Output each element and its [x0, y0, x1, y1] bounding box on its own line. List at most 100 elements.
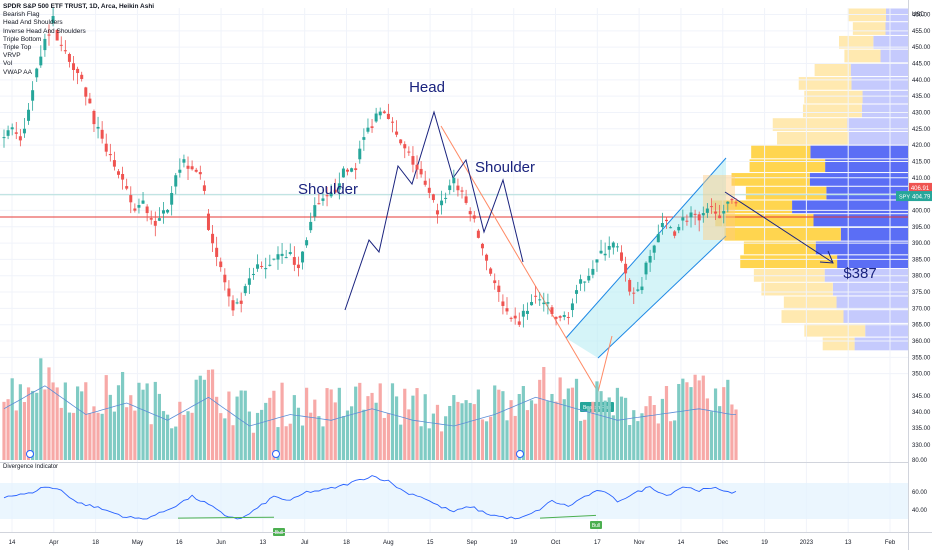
candle-body	[517, 321, 521, 325]
candle-body	[619, 252, 623, 261]
volume-bar	[394, 396, 399, 460]
volume-bar	[468, 402, 472, 460]
candle-body	[550, 307, 554, 314]
candle-body	[624, 263, 628, 274]
volume-bar	[296, 407, 301, 460]
candle-body	[440, 200, 444, 206]
divergence-title[interactable]: Divergence Indicator	[3, 464, 59, 470]
volume-bar	[497, 389, 501, 460]
indicator-head-and-shoulders[interactable]: Head And Shoulders	[3, 19, 63, 27]
candle-body	[583, 281, 587, 283]
indicator-inverse-head-and-shoulders[interactable]: Inverse Head And Shoulders	[3, 27, 86, 35]
candle-body	[705, 208, 709, 213]
vp-row-down	[804, 90, 863, 104]
volume-bar	[170, 428, 174, 460]
indicator-triple-bottom[interactable]: Triple Bottom	[3, 35, 42, 43]
target-arrowhead	[819, 250, 834, 264]
volume-bar	[640, 413, 644, 460]
volume-bar	[84, 382, 88, 460]
volume-tick-label: 345.00	[912, 394, 931, 400]
price-tick-label: 365.00	[912, 323, 931, 329]
vp-row-down	[822, 337, 855, 351]
volume-bar	[333, 402, 337, 460]
vp-row-up	[861, 104, 908, 118]
candle-body	[243, 286, 247, 294]
candle-body	[51, 16, 55, 24]
volume-bar	[722, 387, 726, 460]
candle-body	[485, 254, 489, 261]
candle-body	[178, 169, 182, 173]
vp-row-down	[852, 22, 886, 35]
candle-body	[72, 63, 76, 70]
candle-body	[489, 268, 493, 274]
indicator-triple-top[interactable]: Triple Top	[3, 44, 32, 52]
candle-body	[399, 139, 403, 144]
symbol-title[interactable]: SPDR S&P 500 ETF TRUST, 1D, Arca, Heikin…	[3, 3, 155, 10]
price-tick-label: 375.00	[912, 290, 931, 296]
candle-body	[701, 213, 705, 216]
time-tick-label: Jun	[216, 540, 226, 546]
candle-body	[362, 137, 366, 140]
candle-body	[497, 285, 501, 292]
candle-body	[664, 219, 668, 222]
vp-row-down	[783, 296, 837, 310]
indicator-vrvp[interactable]: VRVP	[3, 52, 21, 60]
volume-tick-label: 330.00	[912, 443, 931, 449]
candle-body	[493, 280, 497, 284]
candle-body	[112, 160, 116, 167]
volume-bar	[603, 400, 607, 460]
volume-bar	[108, 394, 112, 460]
volume-bar	[63, 382, 67, 460]
candle-body	[235, 302, 239, 304]
candle-body	[358, 148, 362, 160]
volume-bar	[505, 420, 509, 460]
volume-bar	[713, 388, 718, 460]
volume-bar	[329, 389, 333, 460]
volume-bar	[284, 426, 288, 460]
vp-row-up	[880, 49, 908, 63]
time-tick-label: 19	[510, 540, 517, 546]
time-tick-label: 16	[176, 540, 183, 546]
head-shoulders-line	[344, 110, 524, 311]
indicator-vol[interactable]: Vol	[3, 60, 13, 68]
candle-body	[280, 253, 284, 256]
volume-bar	[18, 384, 22, 460]
volume-bar	[288, 423, 292, 460]
price-axis[interactable]: 350.00 355.00 360.00 365.00 370.00 375.00 380.…	[9, 0, 932, 550]
bull-divergence-line	[177, 516, 275, 519]
candle-body	[542, 302, 546, 305]
volume-ma-line	[3, 385, 736, 427]
flag-pole-end	[597, 335, 613, 393]
pattern-overlay: Bearish Flag	[344, 110, 834, 412]
time-tick-label: Oct	[551, 540, 561, 546]
candle-body	[18, 136, 22, 141]
candle-body	[656, 234, 660, 243]
volume-bar	[587, 406, 591, 460]
candle-body	[96, 126, 100, 129]
candle-body	[251, 273, 255, 275]
candle-body	[268, 264, 272, 266]
candle-body	[431, 194, 435, 201]
candle-body	[611, 242, 615, 248]
volume-bar	[80, 391, 84, 460]
time-tick-label: Feb	[885, 540, 896, 546]
volume-bar	[501, 391, 505, 460]
last-price-tag	[909, 182, 932, 193]
candle-body	[505, 308, 509, 312]
candle-body	[709, 206, 713, 208]
volume-bar	[251, 432, 256, 460]
volume-tick-label: 340.00	[912, 410, 931, 416]
volume-bar	[390, 383, 395, 460]
volume-bar	[660, 398, 664, 460]
candle-body	[615, 246, 619, 248]
indicator-bearish-flag[interactable]: Bearish Flag	[3, 11, 40, 19]
indicator-vwap[interactable]: VWAP AA	[3, 68, 32, 76]
candle-body	[276, 254, 280, 260]
vp-row-up	[836, 296, 908, 310]
volume-bar	[26, 387, 31, 460]
candle-body	[689, 212, 693, 218]
candle-body	[215, 247, 219, 257]
candle-body	[595, 259, 599, 263]
